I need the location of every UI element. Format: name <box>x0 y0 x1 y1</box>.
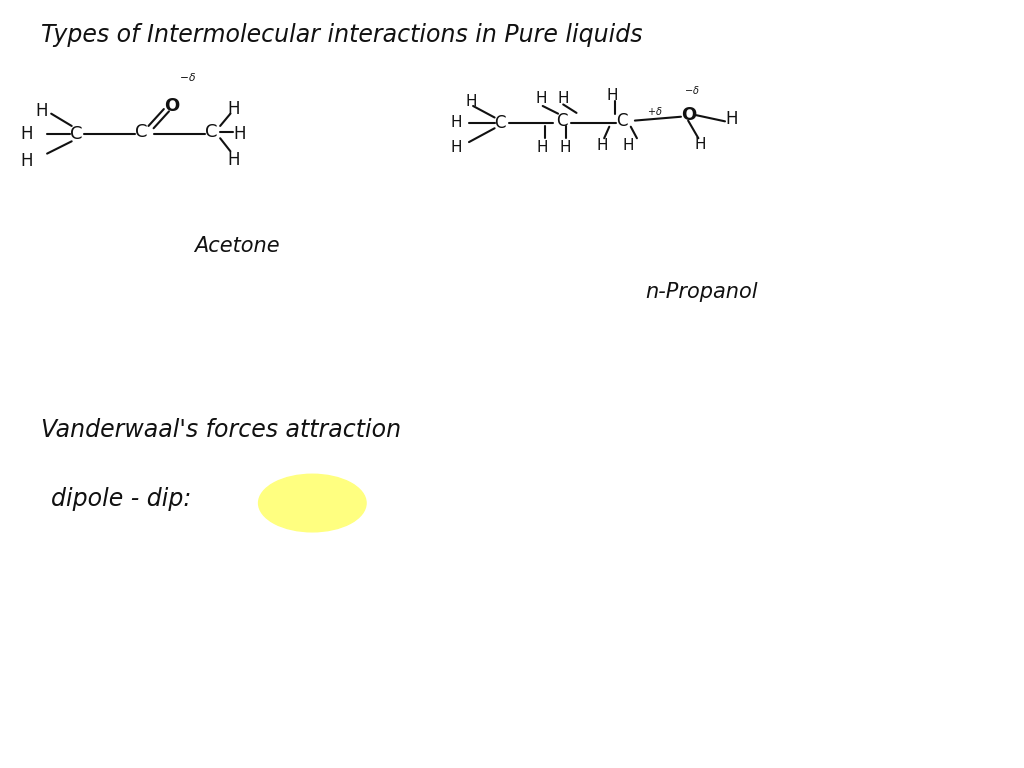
Text: H: H <box>20 125 33 144</box>
Text: $^{-\delta}$: $^{-\delta}$ <box>179 74 197 90</box>
Text: H: H <box>36 102 48 121</box>
Text: C: C <box>205 123 217 141</box>
Text: H: H <box>227 151 240 169</box>
Text: C: C <box>135 123 147 141</box>
Text: Acetone: Acetone <box>195 236 281 256</box>
Text: Vanderwaal's forces attraction: Vanderwaal's forces attraction <box>41 418 401 442</box>
Text: $^{+\delta}$: $^{+\delta}$ <box>647 107 663 121</box>
Text: C: C <box>556 111 567 130</box>
Text: C: C <box>495 114 506 132</box>
Text: H: H <box>466 94 477 109</box>
Text: $^{-\delta}$: $^{-\delta}$ <box>684 85 699 99</box>
Text: H: H <box>557 91 568 106</box>
Text: H: H <box>536 91 547 106</box>
Text: H: H <box>451 115 462 131</box>
Text: dipole - dip:: dipole - dip: <box>51 487 191 511</box>
Text: O: O <box>164 97 179 115</box>
Text: Types of Intermolecular interactions in Pure liquids: Types of Intermolecular interactions in … <box>41 22 642 47</box>
Text: C: C <box>70 125 82 144</box>
Text: C: C <box>616 111 628 130</box>
Text: n-Propanol: n-Propanol <box>645 282 758 302</box>
Text: H: H <box>537 140 548 155</box>
Text: O: O <box>681 106 696 124</box>
Text: H: H <box>623 138 634 154</box>
Text: H: H <box>451 140 462 155</box>
Text: H: H <box>606 88 617 104</box>
Text: H: H <box>559 140 570 155</box>
Text: H: H <box>597 138 608 154</box>
Ellipse shape <box>258 475 367 532</box>
Text: H: H <box>725 110 737 128</box>
Text: H: H <box>694 137 706 152</box>
Text: H: H <box>233 125 246 144</box>
Text: H: H <box>20 152 33 170</box>
Text: H: H <box>227 100 240 118</box>
